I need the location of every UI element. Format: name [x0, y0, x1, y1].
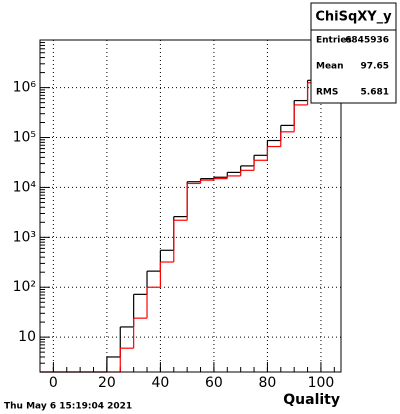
stats-label: Mean — [316, 62, 344, 72]
stats-title: ChiSqXY_y — [315, 10, 392, 25]
x-tick-label: 100 — [308, 375, 335, 391]
stats-value: 6845936 — [345, 36, 389, 46]
x-tick-label: 60 — [205, 375, 223, 391]
stats-value: 97.65 — [361, 62, 389, 72]
stats-label: RMS — [316, 88, 338, 98]
y-tick-label: 10 — [18, 329, 36, 345]
y-tick-label: 10⁵ — [13, 130, 36, 146]
stats-value: 5.681 — [361, 88, 389, 98]
y-tick-label: 10² — [13, 279, 36, 295]
x-tick-label: 20 — [98, 375, 116, 391]
plot-frame — [39, 39, 342, 373]
x-tick-label: 40 — [151, 375, 169, 391]
y-tick-label: 10⁴ — [13, 179, 37, 195]
y-tick-label: 10⁶ — [13, 80, 37, 96]
x-tick-label: 80 — [259, 375, 277, 391]
stats-label: Entries — [316, 36, 352, 46]
y-tick-label: 10³ — [13, 229, 36, 245]
x-axis-label: Quality — [283, 392, 340, 408]
x-tick-label: 0 — [49, 375, 58, 391]
stats-box — [310, 2, 397, 104]
footer: Thu May 6 15:19:04 2021 — [4, 402, 132, 412]
